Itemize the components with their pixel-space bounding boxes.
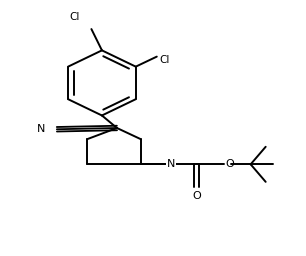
- Text: O: O: [225, 159, 234, 169]
- Text: Cl: Cl: [70, 12, 80, 22]
- Text: N: N: [36, 124, 45, 134]
- Text: N: N: [167, 159, 175, 169]
- Text: O: O: [192, 191, 201, 201]
- Text: Cl: Cl: [159, 55, 170, 65]
